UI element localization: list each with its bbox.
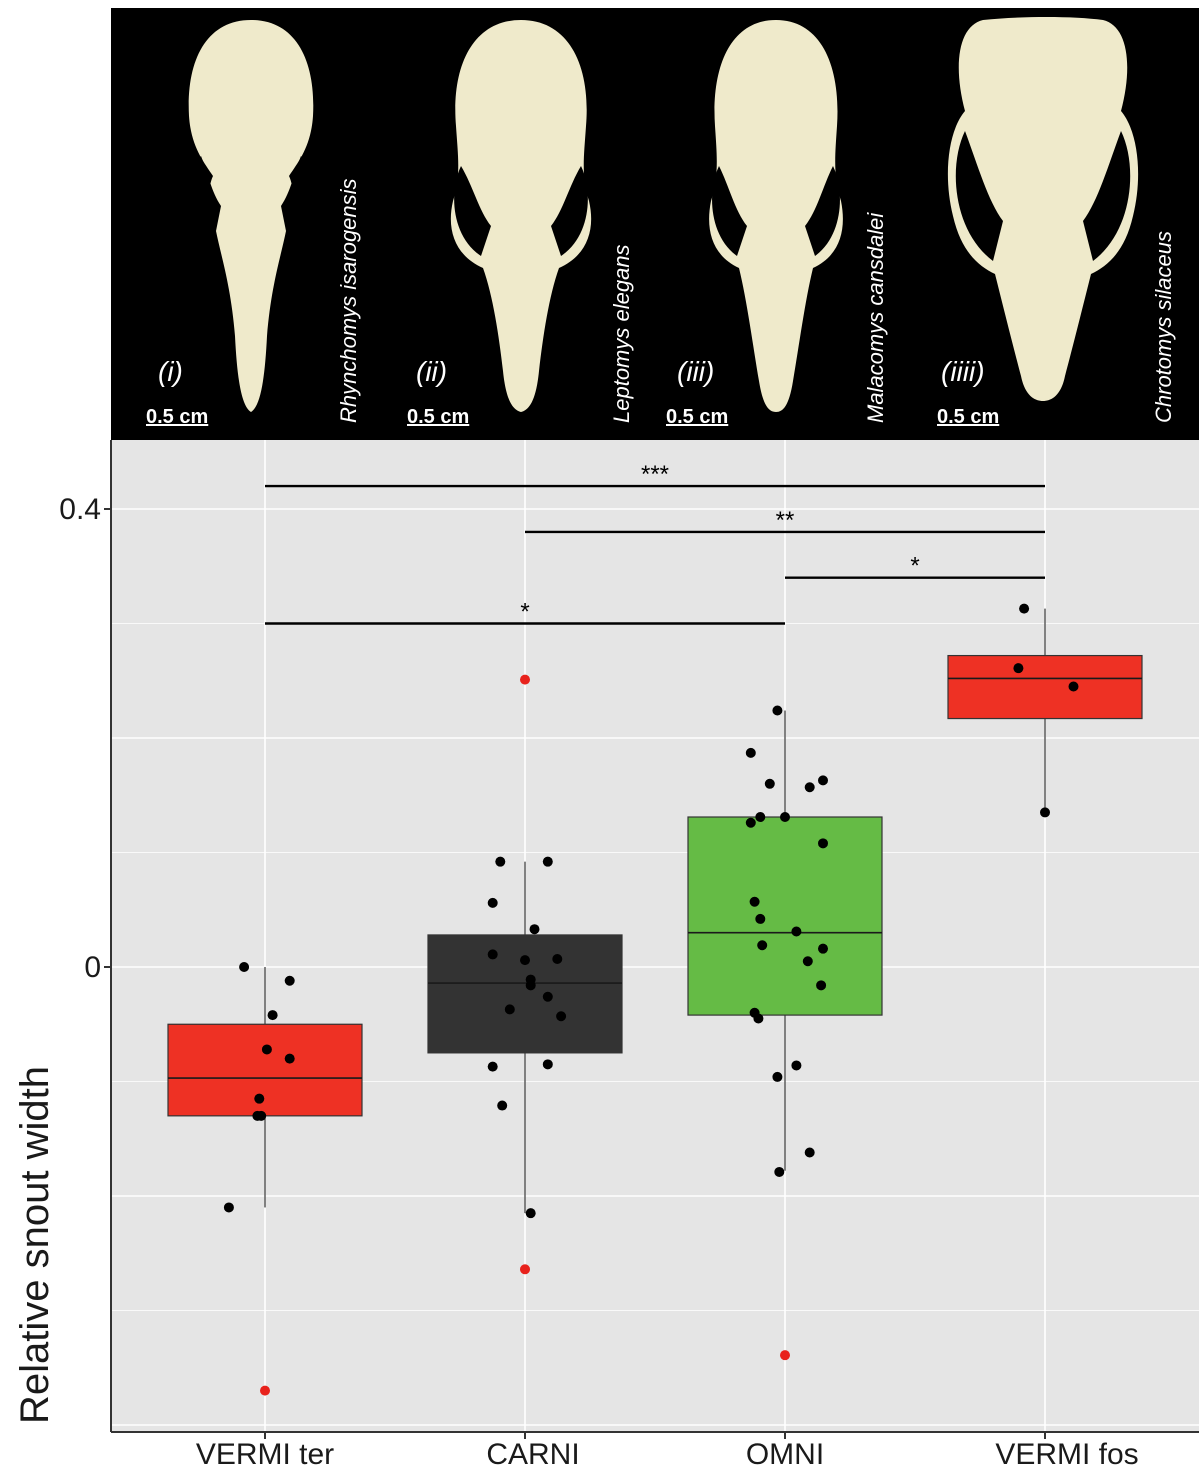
data-point [223, 1202, 234, 1213]
data-point [1068, 681, 1079, 692]
skull-photo-panel: (i) 0.5 cm Rhynchomys isarogensis (ii) 0… [111, 8, 1199, 440]
data-point [745, 817, 756, 828]
boxes [167, 608, 1143, 1214]
data-point [542, 1059, 553, 1070]
y-tick-label: 0.4 [59, 493, 101, 526]
x-tick-label: OMNI [746, 1438, 824, 1470]
data-point [1013, 663, 1024, 674]
significance-brackets: ******* [265, 461, 1045, 626]
data-point [780, 812, 790, 823]
scale-bar-label-4: 0.5 cm [937, 406, 1000, 428]
data-point [525, 980, 536, 991]
outlier-point [520, 674, 530, 685]
skull-image-3 [709, 20, 843, 412]
outlier-point [780, 1350, 790, 1361]
panel-label-4: (iiii) [941, 356, 985, 387]
data-point [497, 1100, 508, 1111]
data-point [818, 943, 828, 954]
data-point [495, 856, 506, 867]
skull-image-1 [188, 20, 314, 412]
data-point [1040, 807, 1050, 818]
data-point [487, 949, 498, 960]
box [427, 934, 623, 1054]
data-point [764, 778, 775, 789]
data-point [772, 1071, 783, 1082]
box [947, 654, 1143, 720]
data-point [542, 856, 553, 867]
data-point [755, 913, 766, 924]
significance-label: ** [776, 507, 795, 534]
skull-image-4 [947, 17, 1139, 401]
data-point [802, 956, 813, 967]
scale-bar-label-1: 0.5 cm [146, 406, 209, 428]
scale-bar-label-2: 0.5 cm [407, 406, 470, 428]
significance-label: * [910, 553, 919, 580]
scale-bar-label-3: 0.5 cm [666, 406, 729, 428]
data-point [774, 1166, 785, 1177]
x-tick-label: CARNI [486, 1438, 579, 1470]
y-tick-label: 0 [84, 951, 101, 984]
data-point [542, 991, 553, 1002]
outlier-point [520, 1264, 530, 1275]
data-point [791, 1060, 802, 1071]
data-point [254, 1093, 265, 1104]
data-point [487, 1061, 498, 1072]
data-point [804, 1147, 815, 1158]
panel-label-1: (i) [158, 356, 183, 387]
data-point [772, 705, 783, 716]
skull-image-2 [450, 20, 592, 412]
data-point [504, 1004, 515, 1015]
data-point [520, 955, 530, 966]
data-point [284, 975, 295, 986]
data-point [239, 962, 250, 972]
data-point [261, 1044, 272, 1055]
data-point [749, 896, 760, 907]
data-point [267, 1010, 278, 1021]
data-point [791, 926, 802, 937]
data-point [529, 924, 540, 935]
box [687, 816, 883, 1016]
box [167, 1023, 363, 1117]
panel-label-3: (iii) [677, 356, 715, 387]
x-tick-label: VERMI fos [995, 1438, 1138, 1470]
data-point [552, 953, 563, 964]
outlier-point [260, 1385, 270, 1396]
data-point [1019, 603, 1030, 614]
data-point [818, 775, 828, 786]
axes: 0 0.4 VERMI ter CARNI OMNI VERMI fos [59, 440, 1199, 1470]
data-point [556, 1011, 567, 1022]
data-point [525, 1208, 536, 1219]
data-point [816, 980, 827, 991]
data-point [256, 1110, 267, 1121]
data-point [753, 1013, 764, 1024]
data-point [284, 1053, 295, 1064]
data-point [804, 782, 815, 793]
plot-background [111, 440, 1199, 1432]
data-point [745, 747, 756, 758]
significance-label: * [520, 599, 529, 626]
panel-label-2: (ii) [416, 356, 448, 387]
significance-label: *** [641, 461, 669, 488]
y-axis-title: Relative snout width [13, 1066, 57, 1424]
data-point [757, 940, 768, 951]
x-tick-label: VERMI ter [196, 1438, 334, 1470]
data-points [223, 603, 1079, 1396]
data-point [487, 897, 498, 908]
data-point [818, 838, 828, 849]
data-point [755, 812, 766, 823]
